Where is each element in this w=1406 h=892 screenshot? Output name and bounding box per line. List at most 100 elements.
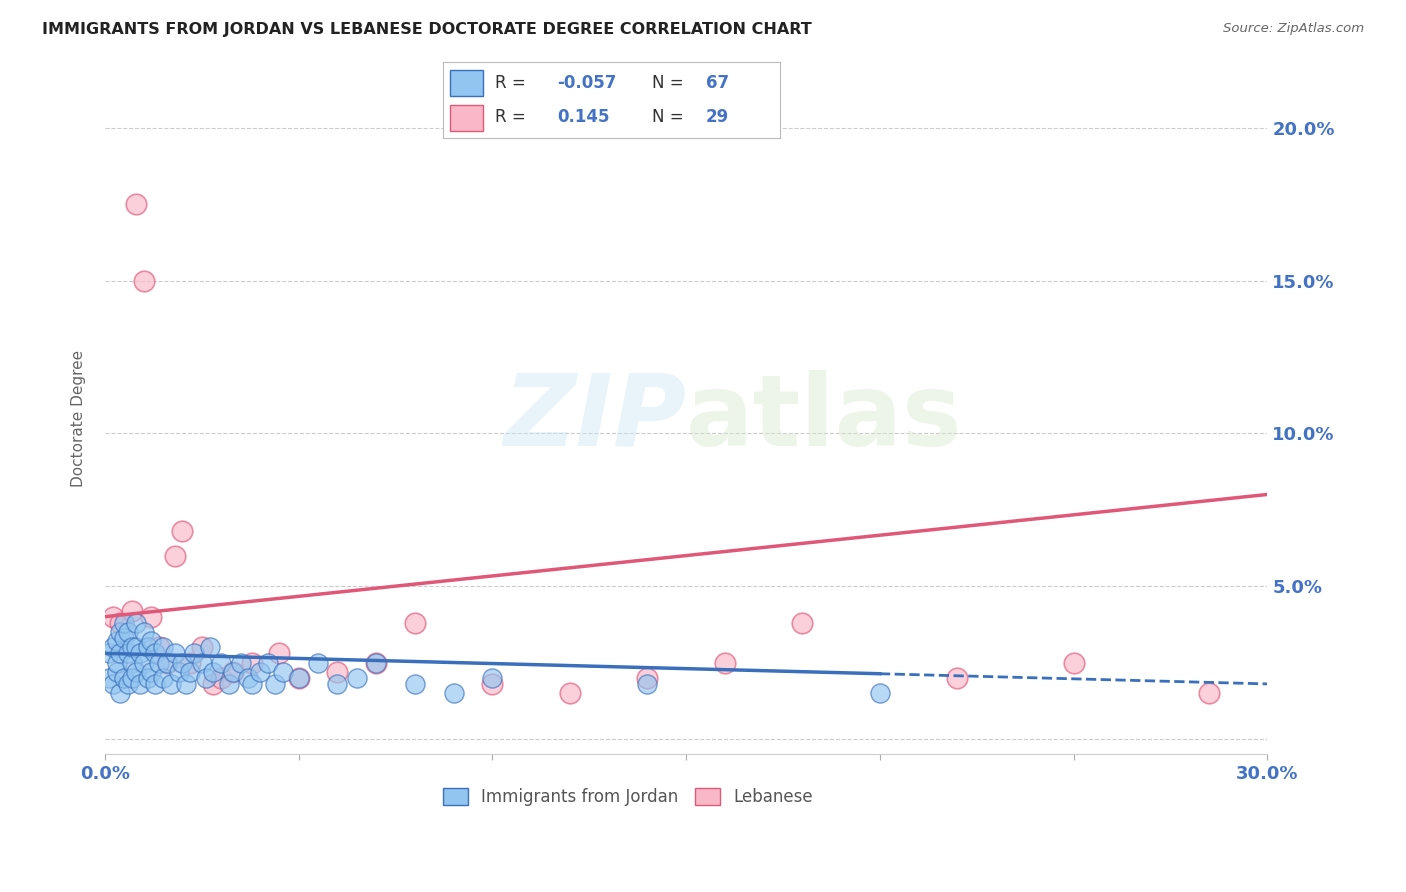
Point <box>105 665 128 679</box>
Point <box>307 656 329 670</box>
Point <box>121 640 143 655</box>
Point <box>714 656 737 670</box>
Point <box>869 686 891 700</box>
Point <box>148 656 170 670</box>
Point <box>112 671 135 685</box>
Point <box>240 656 263 670</box>
Point <box>326 665 349 679</box>
Point <box>792 615 814 630</box>
Point <box>105 656 128 670</box>
Text: N =: N = <box>652 74 683 92</box>
Point <box>222 665 245 679</box>
Point <box>136 671 159 685</box>
Text: 67: 67 <box>706 74 730 92</box>
Point <box>481 671 503 685</box>
Text: ZIP: ZIP <box>503 369 686 467</box>
Point <box>287 671 309 685</box>
Point <box>132 274 155 288</box>
Point <box>222 665 245 679</box>
Point <box>112 615 135 630</box>
Point <box>636 671 658 685</box>
Point <box>256 656 278 670</box>
Text: R =: R = <box>495 74 526 92</box>
Point <box>121 671 143 685</box>
Point <box>121 656 143 670</box>
Point <box>163 646 186 660</box>
Point <box>110 624 132 639</box>
Point <box>202 665 225 679</box>
Point <box>558 686 581 700</box>
Point <box>141 665 163 679</box>
Point <box>229 656 252 670</box>
Text: 0.145: 0.145 <box>558 108 610 126</box>
Point <box>117 646 139 660</box>
Point <box>238 671 260 685</box>
Point <box>101 677 124 691</box>
Point <box>112 631 135 645</box>
FancyBboxPatch shape <box>450 70 484 95</box>
Point <box>156 656 179 670</box>
Point <box>110 646 132 660</box>
Point <box>194 671 217 685</box>
Point <box>97 671 120 685</box>
Point <box>209 671 232 685</box>
Point <box>202 677 225 691</box>
Point <box>404 677 426 691</box>
Y-axis label: Doctorate Degree: Doctorate Degree <box>72 350 86 487</box>
Point <box>183 646 205 660</box>
Point <box>128 646 150 660</box>
Point <box>125 640 148 655</box>
Point <box>198 640 221 655</box>
Text: Source: ZipAtlas.com: Source: ZipAtlas.com <box>1223 22 1364 36</box>
Point <box>946 671 969 685</box>
Point <box>240 677 263 691</box>
Point <box>148 640 170 655</box>
Point <box>191 656 214 670</box>
Point <box>101 609 124 624</box>
Point <box>191 640 214 655</box>
Point <box>132 624 155 639</box>
Point <box>287 671 309 685</box>
Point <box>172 656 194 670</box>
Point <box>271 665 294 679</box>
Text: IMMIGRANTS FROM JORDAN VS LEBANESE DOCTORATE DEGREE CORRELATION CHART: IMMIGRANTS FROM JORDAN VS LEBANESE DOCTO… <box>42 22 811 37</box>
Point <box>152 640 174 655</box>
Point <box>141 609 163 624</box>
Point <box>636 677 658 691</box>
Point <box>179 665 201 679</box>
Point <box>101 640 124 655</box>
Point <box>152 671 174 685</box>
Point <box>366 656 388 670</box>
Point <box>143 677 166 691</box>
Point <box>404 615 426 630</box>
Point <box>1198 686 1220 700</box>
Point <box>105 634 128 648</box>
Point <box>160 677 183 691</box>
Text: N =: N = <box>652 108 683 126</box>
Point <box>125 665 148 679</box>
Point <box>132 656 155 670</box>
Point <box>143 646 166 660</box>
Point <box>117 677 139 691</box>
Point <box>125 197 148 211</box>
Point <box>218 677 240 691</box>
Point <box>366 656 388 670</box>
Point <box>179 656 201 670</box>
Point <box>443 686 465 700</box>
Point <box>110 686 132 700</box>
Point <box>128 677 150 691</box>
Point <box>167 665 190 679</box>
Point <box>97 646 120 660</box>
Text: -0.057: -0.057 <box>558 74 617 92</box>
Point <box>141 634 163 648</box>
Point <box>209 656 232 670</box>
Point <box>481 677 503 691</box>
Legend: Immigrants from Jordan, Lebanese: Immigrants from Jordan, Lebanese <box>436 781 820 814</box>
Text: 29: 29 <box>706 108 730 126</box>
Point <box>249 665 271 679</box>
Point <box>121 604 143 618</box>
Point <box>110 615 132 630</box>
Point <box>136 640 159 655</box>
Point <box>1063 656 1085 670</box>
Text: R =: R = <box>495 108 526 126</box>
